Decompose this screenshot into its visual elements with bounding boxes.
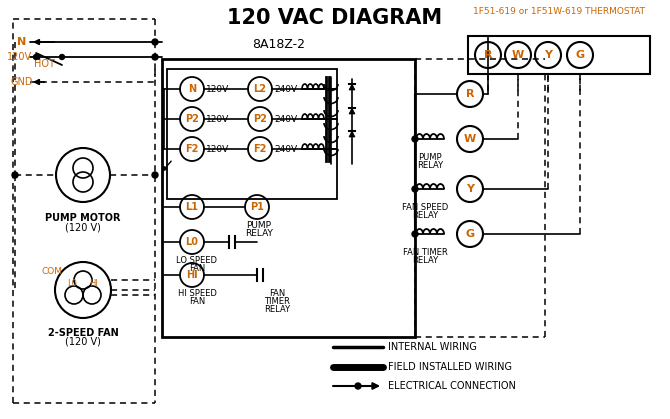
Text: Y: Y: [544, 50, 552, 60]
Text: G: G: [576, 50, 584, 60]
Text: Y: Y: [466, 184, 474, 194]
Text: P1: P1: [250, 202, 264, 212]
Text: N: N: [188, 84, 196, 94]
Text: R: R: [484, 50, 492, 60]
Text: COM: COM: [42, 267, 63, 277]
Circle shape: [355, 383, 361, 389]
Text: 120V: 120V: [206, 114, 229, 124]
Text: L0: L0: [67, 279, 77, 287]
Text: 120V: 120V: [206, 145, 229, 153]
Text: F2: F2: [186, 144, 199, 154]
Text: RELAY: RELAY: [412, 256, 438, 265]
Text: TIMER: TIMER: [264, 297, 290, 306]
Text: W: W: [464, 134, 476, 144]
Text: L2: L2: [253, 84, 267, 94]
Text: F2: F2: [253, 144, 267, 154]
Circle shape: [60, 54, 64, 59]
Text: RELAY: RELAY: [417, 161, 443, 170]
Text: 240V: 240V: [274, 114, 297, 124]
Text: FAN: FAN: [269, 289, 285, 298]
Text: RELAY: RELAY: [264, 305, 290, 314]
Text: R: R: [466, 89, 474, 99]
Text: HI SPEED: HI SPEED: [178, 289, 216, 298]
Text: L1: L1: [186, 202, 198, 212]
Text: 2-SPEED FAN: 2-SPEED FAN: [48, 328, 119, 338]
Circle shape: [412, 136, 418, 142]
Polygon shape: [349, 84, 355, 90]
Text: 1F51-619 or 1F51W-619 THERMOSTAT: 1F51-619 or 1F51W-619 THERMOSTAT: [473, 7, 645, 16]
Text: RELAY: RELAY: [412, 211, 438, 220]
Bar: [468, 36, 650, 74]
Text: HOT: HOT: [34, 59, 54, 69]
Text: RELAY: RELAY: [245, 229, 273, 238]
Text: 240V: 240V: [274, 85, 297, 93]
Text: ELECTRICAL CONNECTION: ELECTRICAL CONNECTION: [388, 381, 516, 391]
Text: GND: GND: [11, 77, 34, 87]
Text: FAN: FAN: [189, 264, 205, 273]
Text: FIELD INSTALLED WIRING: FIELD INSTALLED WIRING: [388, 362, 512, 372]
Text: 120V: 120V: [206, 85, 229, 93]
Polygon shape: [349, 131, 355, 137]
Text: FAN SPEED: FAN SPEED: [402, 203, 448, 212]
Text: 120V: 120V: [7, 52, 33, 62]
Text: 240V: 240V: [274, 145, 297, 153]
Text: 120 VAC DIAGRAM: 120 VAC DIAGRAM: [227, 8, 443, 28]
Circle shape: [412, 231, 418, 237]
Text: HI: HI: [90, 279, 98, 287]
Circle shape: [12, 172, 18, 178]
Circle shape: [34, 54, 38, 59]
Circle shape: [152, 172, 158, 178]
Circle shape: [152, 54, 158, 60]
Text: N: N: [17, 37, 27, 47]
Text: PUMP: PUMP: [418, 153, 442, 162]
Text: FAN: FAN: [189, 297, 205, 306]
Text: 8A18Z-2: 8A18Z-2: [252, 38, 305, 51]
Text: W: W: [512, 50, 524, 60]
Text: INTERNAL WIRING: INTERNAL WIRING: [388, 342, 477, 352]
Bar: [167, 69, 337, 199]
Text: (120 V): (120 V): [65, 222, 101, 232]
Text: HI: HI: [186, 270, 198, 280]
Polygon shape: [349, 108, 355, 114]
Text: (120 V): (120 V): [65, 337, 101, 347]
Text: PUMP MOTOR: PUMP MOTOR: [46, 213, 121, 223]
Bar: [162, 59, 415, 337]
Text: L0: L0: [186, 237, 198, 247]
Text: FAN TIMER: FAN TIMER: [403, 248, 448, 257]
Text: P2: P2: [253, 114, 267, 124]
Circle shape: [412, 186, 418, 192]
Circle shape: [152, 39, 158, 45]
Text: LO SPEED: LO SPEED: [176, 256, 218, 265]
Text: G: G: [466, 229, 474, 239]
Text: P2: P2: [185, 114, 199, 124]
Text: PUMP: PUMP: [247, 221, 271, 230]
